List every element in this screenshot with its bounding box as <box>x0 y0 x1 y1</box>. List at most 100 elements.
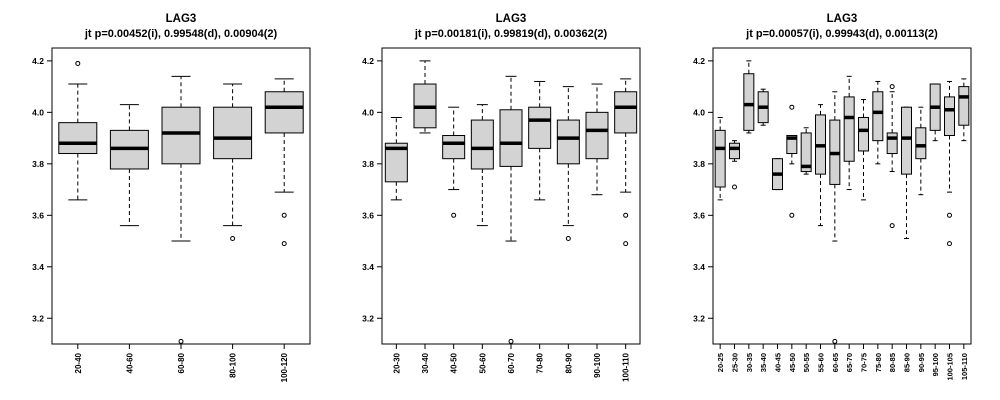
box-40-60 <box>109 104 149 227</box>
outlier-point <box>947 212 952 218</box>
y-tick-label: 4.0 <box>362 107 374 117</box>
box-100-105 <box>944 80 955 247</box>
y-tick-label: 4.0 <box>32 107 44 117</box>
outlier-point <box>281 241 287 247</box>
box-80-90 <box>556 86 580 241</box>
chart-panel-2: LAG3 jt p=0.00181(i), 0.99819(d), 0.00362… <box>362 13 641 382</box>
y-tick-label: 3.6 <box>32 210 44 220</box>
outlier-point <box>281 212 287 218</box>
y-tick-label: 3.4 <box>693 262 705 272</box>
box-60-70 <box>499 75 523 344</box>
box-iqr <box>714 129 726 188</box>
box-iqr <box>442 135 466 160</box>
box-70-80 <box>528 80 552 201</box>
outlier-point <box>832 338 838 344</box>
box-iqr <box>528 106 552 149</box>
box-90-100 <box>585 83 609 196</box>
x-tick-label: 30-40 <box>421 352 430 373</box>
chart-panel-1: LAG3 jt p=0.00452(i), 0.99548(d), 0.00904… <box>32 13 311 382</box>
box-20-30 <box>384 116 408 201</box>
outlier-point <box>178 338 184 344</box>
x-tick-label: 100-110 <box>622 352 631 381</box>
box-iqr <box>800 132 812 173</box>
y-tick-label: 3.6 <box>693 210 705 220</box>
box-iqr <box>944 96 955 137</box>
x-tick-label: 35-40 <box>759 353 768 372</box>
x-tick-label: 90-100 <box>593 352 602 377</box>
box-85-90 <box>901 106 912 239</box>
x-tick-label: 100-105 <box>946 353 955 381</box>
x-tick-label: 40-50 <box>450 352 459 373</box>
box-95-100 <box>929 83 941 142</box>
chart-title: LAG3 <box>166 13 197 25</box>
chart-title: LAG3 <box>827 13 858 25</box>
outlier-point <box>889 223 895 229</box>
box-iqr <box>213 106 253 160</box>
box-60-65 <box>829 91 841 344</box>
box-100-120 <box>264 78 304 247</box>
box-25-30 <box>729 140 740 190</box>
outlier-point <box>623 212 629 218</box>
x-tick-label: 20-25 <box>716 353 725 372</box>
y-tick-label: 4.0 <box>693 107 705 117</box>
box-40-45 <box>772 158 783 191</box>
box-20-25 <box>714 116 726 201</box>
box-45-50 <box>786 104 798 218</box>
outlier-point <box>508 338 514 344</box>
box-50-55 <box>800 127 812 175</box>
x-tick-label: 105-110 <box>960 353 969 380</box>
outlier-point <box>451 212 457 218</box>
y-tick-label: 3.8 <box>362 159 374 169</box>
box-iqr <box>958 86 970 126</box>
x-tick-label: 80-85 <box>888 353 897 372</box>
box-100-110 <box>614 78 638 247</box>
x-tick-label: 20-40 <box>74 352 83 373</box>
outlier-point <box>565 235 571 241</box>
x-tick-label: 50-60 <box>478 352 487 373</box>
y-tick-label: 3.8 <box>693 159 705 169</box>
y-tick-label: 3.2 <box>32 313 44 323</box>
box-65-70 <box>843 75 855 191</box>
x-tick-label: 40-60 <box>125 352 134 373</box>
box-90-95 <box>915 106 927 196</box>
box-105-110 <box>958 78 970 142</box>
box-30-35 <box>743 60 755 134</box>
chart-title: LAG3 <box>496 13 527 25</box>
box-20-40 <box>58 60 98 201</box>
y-tick-label: 3.2 <box>693 313 705 323</box>
chart-subtitle: jt p=0.00181(i), 0.99819(d), 0.00362(2) <box>414 28 608 40</box>
box-iqr <box>901 106 912 175</box>
y-tick-label: 4.2 <box>32 56 44 66</box>
x-tick-label: 30-35 <box>745 353 754 372</box>
outlier-point <box>230 235 236 241</box>
box-iqr <box>58 122 98 155</box>
box-iqr <box>585 111 609 160</box>
box-iqr <box>556 119 580 165</box>
box-iqr <box>858 116 869 152</box>
x-tick-label: 90-95 <box>917 353 926 372</box>
x-tick-label: 50-55 <box>802 353 811 372</box>
y-tick-label: 3.4 <box>362 262 374 272</box>
box-iqr <box>614 91 638 134</box>
x-tick-label: 80-100 <box>229 352 238 377</box>
chart-subtitle: jt p=0.00452(i), 0.99548(d), 0.00904(2) <box>84 28 278 40</box>
box-80-100 <box>213 83 253 241</box>
x-tick-label: 40-45 <box>774 353 783 372</box>
x-tick-label: 25-30 <box>731 353 740 372</box>
box-30-40 <box>413 60 437 134</box>
box-50-60 <box>470 104 494 227</box>
y-tick-label: 3.8 <box>32 159 44 169</box>
box-35-40 <box>757 88 769 126</box>
y-tick-label: 3.2 <box>362 313 374 323</box>
x-tick-label: 55-60 <box>817 353 826 372</box>
box-iqr <box>915 127 927 160</box>
box-iqr <box>161 106 201 165</box>
box-iqr <box>786 135 798 155</box>
box-iqr <box>743 73 755 131</box>
x-tick-label: 75-80 <box>874 353 883 372</box>
outlier-point <box>947 241 952 247</box>
plot-frame <box>712 47 972 345</box>
y-tick-label: 3.6 <box>362 210 374 220</box>
